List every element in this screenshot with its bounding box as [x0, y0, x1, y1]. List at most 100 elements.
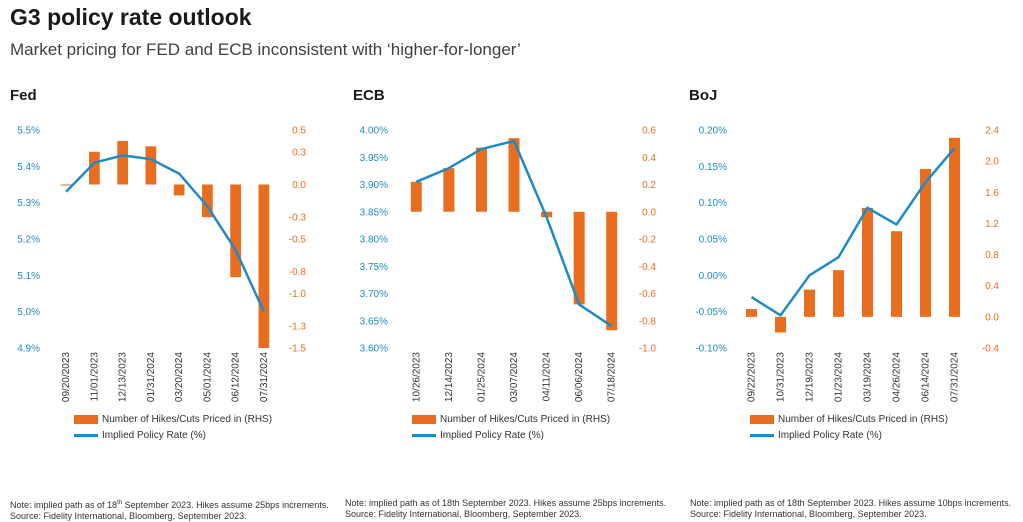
legend-line-entry: Implied Policy Rate (%): [750, 427, 948, 443]
legend-line-swatch: [74, 433, 98, 437]
fed-bar: [117, 140, 128, 185]
fed-panel: Fed 5.5% 5.4% 5.3% 5.2% 5.1% 5.0% 4.9% 0.5 0.3 0.…: [0, 0, 340, 522]
ecb-left-tick-label: 3.70%: [360, 289, 388, 300]
ecb-left-tick-label: 3.95%: [360, 153, 388, 164]
fed-left-tick-label: 5.0%: [17, 307, 40, 318]
fed-x-tick-label: 06/12/2024: [231, 352, 242, 402]
boj-legend: Number of Hikes/Cuts Priced in (RHS) Imp…: [750, 411, 948, 443]
boj-left-tick-label: 0.15%: [699, 162, 727, 173]
legend-line-label: Implied Policy Rate (%): [778, 429, 882, 441]
fed-bar: [258, 184, 270, 348]
fed-right-tick-label: -0.3: [289, 213, 307, 224]
ecb-right-tick-label: -0.2: [639, 235, 657, 246]
fed-right-tick-label: -0.8: [289, 267, 307, 278]
fed-x-tick-label: 07/31/2024: [259, 352, 270, 402]
boj-x-axis: 09/22/2023 10/31/2023 12/19/2023 01/23/2024…: [747, 352, 961, 402]
ecb-right-tick-label: -0.6: [639, 289, 657, 300]
legend-line-swatch: [412, 433, 436, 437]
ecb-legend: Number of Hikes/Cuts Priced in (RHS) Imp…: [412, 411, 610, 443]
page-subtitle: Market pricing for FED and ECB inconsist…: [10, 40, 521, 59]
fed-x-tick-label: 01/31/2024: [146, 352, 157, 402]
ecb-x-tick-label: 10/26/2023: [411, 352, 422, 402]
fed-chart-title: Fed: [10, 87, 37, 104]
ecb-x-tick-label: 03/07/2024: [509, 352, 520, 402]
boj-right-tick-label: 2.0: [985, 157, 999, 168]
fed-x-tick-label: 03/20/2024: [174, 352, 185, 402]
boj-bar: [949, 137, 960, 317]
fed-left-tick-label: 5.4%: [17, 162, 40, 173]
ecb-left-axis: 4.00% 3.95% 3.90% 3.85% 3.80% 3.75% 3.70% 3.65%…: [360, 126, 388, 355]
ecb-right-tick-label: -0.4: [639, 262, 657, 273]
boj-left-axis: 0.20% 0.15% 0.10% 0.05% 0.00% -0.05% -0.10%: [695, 126, 727, 355]
boj-left-tick-label: -0.10%: [695, 344, 727, 355]
boj-x-tick-label: 09/22/2023: [747, 352, 758, 402]
boj-bar: [891, 231, 902, 317]
boj-x-tick-label: 10/31/2023: [776, 352, 787, 402]
fed-right-tick-label: 0.5: [292, 126, 306, 137]
ecb-rate-line: [415, 139, 613, 328]
ecb-left-tick-label: 3.65%: [360, 316, 388, 327]
boj-chart: 0.20% 0.15% 0.10% 0.05% 0.00% -0.05% -0.10% 2.4…: [695, 126, 999, 403]
fed-x-tick-label: 11/01/2023: [89, 352, 100, 402]
legend-line-entry: Implied Policy Rate (%): [74, 427, 272, 443]
boj-left-tick-label: 0.20%: [699, 126, 727, 137]
fed-right-tick-label: -0.5: [289, 235, 307, 246]
ecb-chart-title: ECB: [353, 87, 385, 104]
fed-note-text: Note: implied path as of 18: [10, 500, 118, 510]
boj-bar: [746, 309, 757, 317]
boj-x-tick-label: 04/26/2024: [892, 352, 903, 402]
fed-note-sup: th: [117, 500, 123, 506]
boj-right-tick-label: 1.6: [985, 188, 999, 199]
fed-right-tick-label: 0.0: [292, 180, 306, 191]
ecb-right-tick-label: 0.6: [642, 126, 656, 137]
boj-left-tick-label: -0.05%: [695, 307, 727, 318]
fed-bar: [145, 146, 157, 185]
boj-panel: BoJ 0.20% 0.15% 0.10% 0.05% 0.00% -0.05% -0.10…: [683, 0, 1023, 522]
fed-bar: [89, 151, 100, 185]
ecb-x-tick-label: 12/14/2023: [444, 352, 455, 402]
fed-left-axis: 5.5% 5.4% 5.3% 5.2% 5.1% 5.0% 4.9%: [17, 126, 40, 355]
boj-bar: [775, 316, 786, 333]
ecb-note: Note: implied path as of 18th September …: [345, 498, 666, 520]
boj-left-tick-label: 0.10%: [699, 198, 727, 209]
fed-bar: [230, 184, 241, 278]
boj-x-tick-label: 06/14/2024: [921, 352, 932, 402]
boj-chart-title: BoJ: [689, 87, 718, 104]
boj-bar: [920, 168, 931, 317]
boj-right-tick-label: 0.0: [985, 312, 999, 323]
ecb-left-tick-label: 3.60%: [360, 344, 388, 355]
ecb-right-tick-label: 0.0: [642, 207, 656, 218]
fed-left-tick-label: 5.1%: [17, 271, 40, 282]
boj-note: Note: implied path as of 18th September …: [690, 498, 1011, 520]
fed-source: Source: Fidelity International, Bloomber…: [10, 511, 247, 521]
ecb-right-tick-label: 0.4: [642, 153, 656, 164]
boj-source: Source: Fidelity International, Bloomber…: [690, 509, 927, 519]
fed-right-tick-label: -1.5: [289, 344, 307, 355]
ecb-right-tick-label: 0.2: [642, 180, 656, 191]
legend-bar-swatch: [750, 414, 774, 424]
legend-bars-entry: Number of Hikes/Cuts Priced in (RHS): [74, 411, 272, 427]
legend-bars-entry: Number of Hikes/Cuts Priced in (RHS): [750, 411, 948, 427]
fed-x-tick-label: 05/01/2024: [202, 352, 213, 402]
ecb-bar: [606, 211, 618, 331]
boj-right-tick-label: 0.8: [985, 250, 999, 261]
ecb-bar: [573, 211, 585, 305]
fed-bar: [60, 184, 72, 186]
legend-line-entry: Implied Policy Rate (%): [412, 427, 610, 443]
ecb-chart: 4.00% 3.95% 3.90% 3.85% 3.80% 3.75% 3.70% 3.65%…: [360, 126, 657, 403]
fed-left-tick-label: 4.9%: [17, 344, 40, 355]
fed-right-tick-label: -1.3: [289, 322, 307, 333]
fed-bar: [202, 184, 213, 218]
boj-x-tick-label: 01/23/2024: [834, 352, 845, 402]
boj-note-text: Note: implied path as of 18th September …: [690, 498, 1012, 508]
boj-bar: [804, 289, 815, 317]
ecb-left-tick-label: 3.90%: [360, 180, 388, 191]
fed-left-tick-label: 5.2%: [17, 235, 40, 246]
boj-bar: [833, 270, 844, 317]
boj-left-tick-label: 0.00%: [699, 271, 727, 282]
ecb-x-tick-label: 04/11/2024: [542, 352, 553, 402]
fed-right-tick-label: 0.3: [292, 147, 306, 158]
ecb-right-tick-label: -0.8: [639, 316, 657, 327]
fed-rate-line: [65, 154, 266, 313]
ecb-panel: ECB 4.00% 3.95% 3.90% 3.85% 3.80% 3.75% 3.70% 3…: [340, 0, 680, 522]
